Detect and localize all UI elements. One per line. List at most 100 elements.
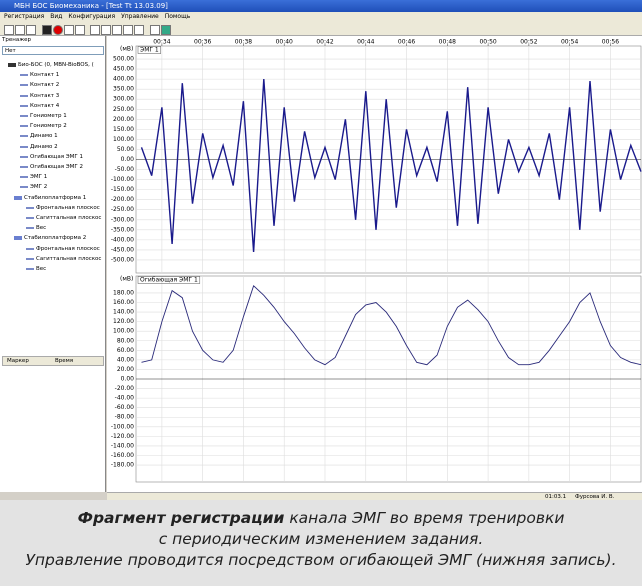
tree-node[interactable]: Стабилоплатформа 2 (24, 235, 87, 242)
y-tick-label: 450.00 (113, 66, 134, 73)
x-tick-label: 00:52 (520, 39, 537, 46)
x-tick-label: 00:40 (276, 39, 293, 46)
menu-bar: Регистрация Вид Конфигурация Управление Помо… (0, 12, 642, 22)
tree-node[interactable]: Контакт 3 (30, 92, 60, 99)
y-tick-label: 350.00 (113, 86, 134, 93)
y-tick-label: -150.00 (111, 186, 134, 193)
signal-line (141, 284, 642, 366)
caption-line: с периодическим изменением задания. (158, 530, 484, 548)
channel-label-box (137, 46, 161, 54)
y-tick-label: -160.00 (111, 452, 134, 459)
y-tick-label: -20.00 (115, 385, 135, 392)
x-tick-label: 00:46 (398, 39, 415, 46)
menu-item[interactable]: Регистрация (4, 13, 45, 20)
y-tick-label: 140.00 (113, 309, 134, 316)
tree-icon (20, 104, 28, 107)
x-tick-label: 00:56 (602, 39, 619, 46)
tool-button[interactable] (161, 25, 171, 35)
tree-node[interactable]: Фронтальная плоскос (36, 245, 100, 252)
tree-node[interactable]: Гониометр 2 (30, 123, 67, 130)
unit-label: (мВ) (120, 276, 133, 283)
y-tick-label: -350.00 (111, 226, 134, 233)
menu-item[interactable]: Управление (121, 13, 159, 20)
signal-line (140, 79, 642, 252)
x-tick-label: 00:38 (235, 39, 252, 46)
tree-icon (20, 94, 28, 97)
y-tick-label: 0.00 (121, 156, 135, 163)
tree-icon (26, 268, 34, 270)
tree-node[interactable]: Фронтальная плоскос (36, 204, 100, 211)
channel-label: Огибающая ЭМГ 1 (140, 277, 198, 284)
tool-button[interactable] (15, 25, 25, 35)
tool-button[interactable] (26, 25, 36, 35)
tree-icon (20, 135, 28, 138)
tree-icon (20, 186, 28, 189)
y-tick-label: 0.00 (121, 376, 135, 383)
tree-icon (20, 125, 28, 128)
tree-node[interactable]: Контакт 2 (30, 82, 60, 89)
y-tick-label: 300.00 (113, 96, 134, 103)
panel-label: Тренажер (2, 37, 32, 43)
tree-icon (20, 145, 28, 148)
tool-button[interactable] (53, 25, 63, 35)
y-tick-label: -60.00 (115, 404, 135, 411)
tree-node[interactable]: Динамо 2 (30, 143, 58, 150)
status-bar: 01:03.1 Фурсова И. В. (107, 492, 642, 500)
tree-node[interactable]: Гониометр 1 (30, 113, 67, 119)
menu-item[interactable]: Конфигурация (68, 13, 116, 20)
tool-button[interactable] (123, 25, 133, 35)
tool-button[interactable] (42, 25, 52, 35)
tree-node[interactable]: Динамо 1 (30, 133, 58, 140)
status-user: Фурсова И. В. (575, 494, 615, 500)
tree-node[interactable]: Контакт 1 (30, 72, 60, 79)
tree-icon (26, 206, 34, 209)
tool-button[interactable] (150, 25, 160, 35)
tree-icon (20, 155, 28, 158)
column-header: Время (55, 358, 74, 364)
tree-node[interactable]: Огибающая ЭМГ 2 (30, 164, 83, 170)
y-tick-label: -120.00 (111, 433, 134, 440)
unit-label: (мВ) (120, 46, 133, 53)
y-tick-label: -100.00 (111, 423, 134, 430)
tool-button[interactable] (75, 25, 85, 35)
tree-node[interactable]: Сагиттальная плоскос (36, 255, 102, 262)
tree-node[interactable]: ЭМГ 2 (30, 184, 48, 191)
tree-node[interactable]: Вес (36, 266, 47, 272)
y-tick-label: -200.00 (111, 196, 134, 203)
y-tick-label: 250.00 (113, 106, 134, 113)
y-tick-label: 120.00 (113, 318, 134, 325)
window-title: МБН БОС Биомеханика - [Test Tt 13.03.09] (0, 0, 642, 12)
tool-button[interactable] (64, 25, 74, 35)
tree-node[interactable]: ЭМГ 1 (30, 174, 48, 181)
status-time: 01:03.1 (545, 494, 567, 500)
menu-item[interactable]: Помощь (164, 13, 191, 20)
y-tick-label: -500.00 (111, 256, 134, 263)
left-panel: Тренажер Нет Био-БОС (0, MBN-BioBOS, ( Ко… (0, 36, 106, 492)
x-tick-label: 00:36 (194, 39, 211, 46)
tree-node[interactable]: Стабилоплатформа 1 (24, 194, 87, 201)
tool-button[interactable] (101, 25, 111, 35)
y-tick-label: -400.00 (111, 236, 134, 243)
tool-button[interactable] (4, 25, 14, 35)
tree-icon (8, 63, 16, 67)
tree-icon (20, 166, 28, 168)
tool-button[interactable] (112, 25, 122, 35)
tree-node[interactable]: Био-БОС (0, MBN-BioBOS, ( (18, 62, 94, 68)
menu-item[interactable]: Вид (50, 13, 63, 20)
tree-node[interactable]: Контакт 4 (30, 102, 60, 109)
charts: 00:34 00:36 00:38 00:40 00:42 00:44 00:46 00:48… (107, 36, 642, 492)
tree-node[interactable]: Огибающая ЭМГ 1 (30, 153, 83, 160)
y-tick-label: -140.00 (111, 442, 134, 449)
toolbar (0, 22, 642, 36)
dropdown[interactable]: Нет (2, 46, 104, 55)
caption-line: Фрагмент регистрации канала ЭМГ во время… (0, 508, 642, 529)
tree-node[interactable]: Вес (36, 225, 47, 232)
tool-button[interactable] (90, 25, 100, 35)
tool-button[interactable] (134, 25, 144, 35)
tree-node[interactable]: Сагиттальная плоскос (36, 215, 102, 221)
tree-icon (20, 74, 28, 77)
y-tick-label: 150.00 (113, 126, 134, 133)
caption-bold: Фрагмент регистрации (77, 509, 285, 527)
y-tick-label: 50.00 (117, 146, 134, 153)
